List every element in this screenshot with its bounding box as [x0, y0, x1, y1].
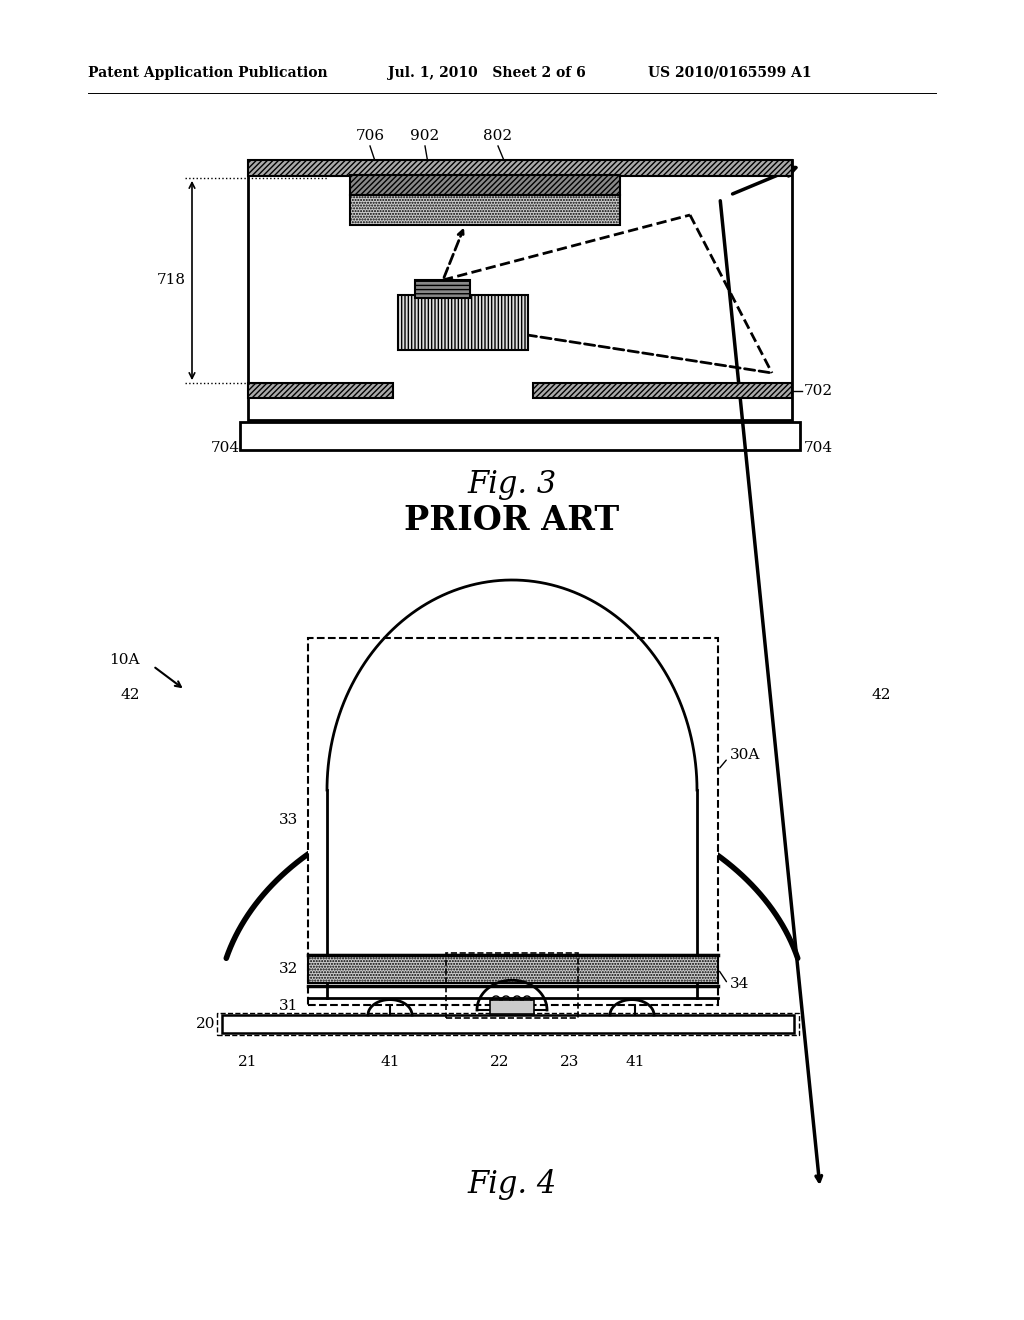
Bar — [350, 195, 620, 224]
Bar — [390, 1003, 635, 1016]
Bar — [240, 422, 800, 450]
Bar — [217, 1012, 799, 1035]
Text: 20: 20 — [196, 1016, 215, 1031]
Text: 32: 32 — [279, 962, 298, 975]
Bar — [222, 1015, 794, 1034]
Bar — [308, 638, 718, 1005]
Text: US 2010/0165599 A1: US 2010/0165599 A1 — [648, 66, 812, 81]
Bar — [415, 280, 470, 298]
Text: 718: 718 — [157, 273, 186, 288]
Text: Fig. 3: Fig. 3 — [467, 470, 557, 500]
Text: 902: 902 — [411, 129, 439, 143]
Text: 41: 41 — [380, 1055, 399, 1069]
Text: Fig. 4: Fig. 4 — [467, 1170, 557, 1200]
Bar — [308, 954, 718, 983]
Text: 41: 41 — [626, 1055, 645, 1069]
Bar — [248, 383, 393, 399]
Text: 802: 802 — [483, 129, 513, 143]
Text: 706: 706 — [355, 129, 385, 143]
Text: 31: 31 — [279, 999, 298, 1012]
Bar — [490, 1001, 534, 1014]
Text: 23: 23 — [560, 1055, 580, 1069]
Bar — [398, 294, 528, 350]
Text: 33: 33 — [279, 813, 298, 828]
Text: Jul. 1, 2010   Sheet 2 of 6: Jul. 1, 2010 Sheet 2 of 6 — [388, 66, 586, 81]
Text: 704: 704 — [804, 441, 834, 455]
Text: 24: 24 — [586, 964, 605, 978]
Text: 30A: 30A — [730, 748, 761, 762]
Bar — [350, 176, 620, 195]
Bar — [248, 160, 792, 420]
Bar — [534, 383, 792, 399]
Text: PRIOR ART: PRIOR ART — [404, 503, 620, 536]
Text: 704: 704 — [211, 441, 240, 455]
Text: 21: 21 — [239, 1055, 258, 1069]
Text: Patent Application Publication: Patent Application Publication — [88, 66, 328, 81]
Text: 34: 34 — [730, 977, 750, 991]
Text: 10A: 10A — [110, 653, 140, 667]
Text: 22: 22 — [490, 1055, 510, 1069]
Bar — [446, 953, 578, 1018]
Text: 702: 702 — [804, 384, 834, 399]
Bar — [248, 160, 792, 176]
Text: 42: 42 — [872, 688, 892, 702]
Text: 42: 42 — [121, 688, 140, 702]
